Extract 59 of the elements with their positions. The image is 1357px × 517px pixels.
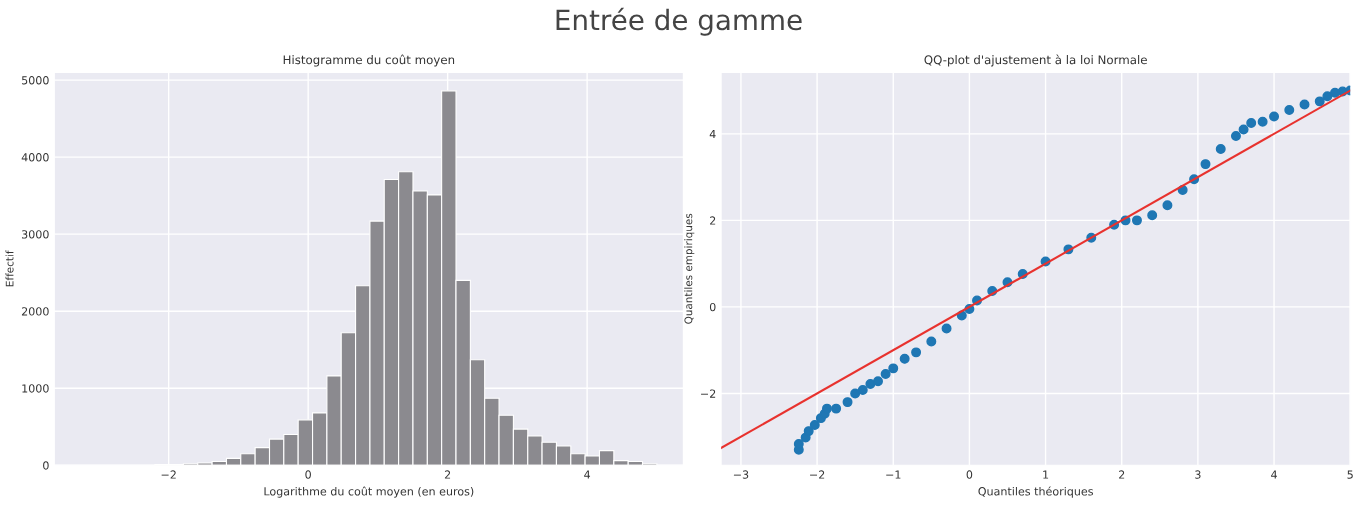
point [1131,215,1142,226]
y-tick-label: 2000 [21,307,49,316]
x-tick-label: −2 [810,470,825,479]
point [873,376,883,387]
point [899,353,910,364]
y-tick-label: 0 [709,302,716,312]
x-tick-label: 2 [1119,470,1125,479]
y-axis-title: Effectif [5,250,14,287]
point [880,369,891,379]
point [1200,159,1211,170]
text: Entrée de gamme [556,7,802,36]
y-tick-label: 3000 [21,230,49,239]
x-tick-label: −2 [161,470,176,479]
y-tick-label: 5000 [22,76,49,85]
x-axis-title: Logarithme du coût moyen (en euros) [264,486,474,498]
x-tick-label: 5 [1347,470,1353,479]
point [865,378,876,389]
point [857,385,868,395]
point [831,403,842,414]
point [1269,111,1280,122]
y-axis-title: Quantiles empiriques [684,213,695,324]
point [803,426,814,437]
y-tick-label: −2 [701,389,716,398]
x-tick-label: −3 [733,470,749,479]
point [941,323,952,334]
chart-title: Histogramme du coût moyen [283,54,455,67]
point [911,347,922,358]
point [888,363,899,374]
x-tick-label: 2 [444,470,451,479]
point [842,397,853,408]
point [1162,200,1173,211]
x-tick-label: 0 [305,470,311,479]
point [1322,91,1333,102]
x-tick-label: 4 [584,470,591,479]
x-tick-label: −1 [886,470,901,479]
x-tick-label: 4 [1271,470,1277,479]
point [1284,105,1295,116]
point [822,403,832,414]
point [1299,99,1310,110]
point [1257,116,1268,127]
point [1238,124,1249,135]
point [926,336,937,347]
x-tick-label: 0 [966,470,973,479]
point [1215,143,1226,154]
point [1314,96,1325,107]
x-tick-label: 3 [1195,470,1201,479]
y-tick-label: 2 [710,216,716,225]
x-tick-label: 1 [1043,470,1049,479]
point [809,420,820,431]
point [850,388,861,399]
point [1147,210,1158,221]
y-tick-label: 0 [43,461,49,470]
y-tick-label: 4000 [21,153,49,162]
y-tick-label: 4 [709,129,716,139]
y-tick-label: 1000 [22,384,49,393]
point [1230,131,1241,141]
point [1246,118,1257,128]
chart-title: QQ-plot d'ajustement à la loi Normale [924,54,1147,67]
x-axis-title: Quantiles théoriques [978,486,1093,498]
